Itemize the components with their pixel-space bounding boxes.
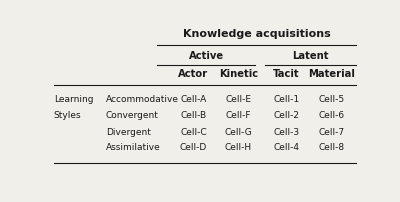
- Text: Kinetic: Kinetic: [219, 69, 258, 79]
- Text: Cell-G: Cell-G: [224, 127, 252, 137]
- Text: Latent: Latent: [292, 51, 329, 61]
- Text: Assimilative: Assimilative: [106, 143, 160, 152]
- Text: Cell-8: Cell-8: [318, 143, 344, 152]
- Text: Material: Material: [308, 69, 355, 79]
- Text: Cell-6: Cell-6: [318, 111, 344, 120]
- Text: Cell-E: Cell-E: [225, 95, 251, 104]
- Text: Cell-D: Cell-D: [180, 143, 207, 152]
- Text: Actor: Actor: [178, 69, 208, 79]
- Text: Cell-C: Cell-C: [180, 127, 207, 137]
- Text: Cell-H: Cell-H: [225, 143, 252, 152]
- Text: Accommodative: Accommodative: [106, 95, 179, 104]
- Text: Cell-A: Cell-A: [180, 95, 206, 104]
- Text: Learning: Learning: [54, 95, 93, 104]
- Text: Cell-4: Cell-4: [273, 143, 299, 152]
- Text: Cell-5: Cell-5: [318, 95, 344, 104]
- Text: Active: Active: [189, 51, 224, 61]
- Text: Styles: Styles: [54, 111, 82, 120]
- Text: Tacit: Tacit: [273, 69, 300, 79]
- Text: Cell-B: Cell-B: [180, 111, 206, 120]
- Text: Divergent: Divergent: [106, 127, 151, 137]
- Text: Cell-1: Cell-1: [273, 95, 300, 104]
- Text: Convergent: Convergent: [106, 111, 159, 120]
- Text: Cell-2: Cell-2: [273, 111, 299, 120]
- Text: Cell-3: Cell-3: [273, 127, 300, 137]
- Text: Cell-F: Cell-F: [226, 111, 251, 120]
- Text: Cell-7: Cell-7: [318, 127, 344, 137]
- Text: Knowledge acquisitions: Knowledge acquisitions: [183, 29, 330, 39]
